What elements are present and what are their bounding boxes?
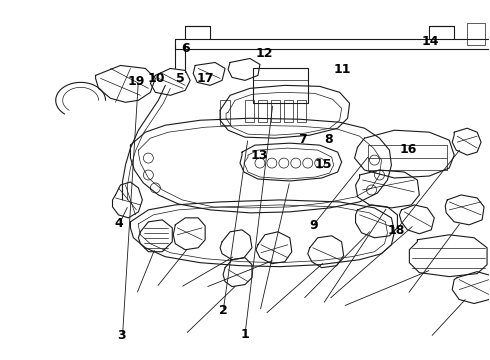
Text: 6: 6	[181, 41, 190, 54]
Bar	[245, 100, 254, 122]
Text: 19: 19	[128, 75, 146, 88]
Text: 9: 9	[309, 219, 318, 233]
Bar	[467, 23, 485, 45]
Text: 3: 3	[118, 329, 126, 342]
Text: 15: 15	[315, 158, 332, 171]
Bar	[297, 100, 306, 122]
Text: 1: 1	[241, 328, 249, 341]
Bar	[271, 100, 280, 122]
Bar	[220, 100, 230, 125]
Bar	[258, 100, 267, 122]
Text: 2: 2	[219, 305, 227, 318]
Text: 16: 16	[400, 143, 417, 156]
Text: 18: 18	[388, 224, 405, 237]
Text: 14: 14	[422, 35, 439, 49]
Text: 5: 5	[176, 72, 185, 85]
Text: 8: 8	[325, 133, 333, 146]
Text: 12: 12	[256, 47, 273, 60]
Bar	[253, 68, 308, 103]
Text: 10: 10	[147, 72, 165, 85]
Text: 11: 11	[334, 63, 351, 76]
Text: 13: 13	[251, 149, 269, 162]
Text: 17: 17	[196, 72, 214, 85]
Text: 4: 4	[115, 216, 123, 230]
Text: 7: 7	[298, 133, 307, 146]
Bar	[284, 100, 293, 122]
